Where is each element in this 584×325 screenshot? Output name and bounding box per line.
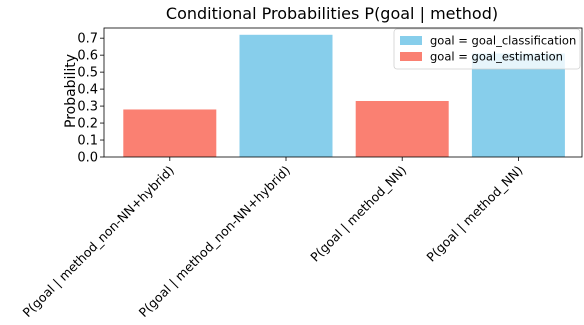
y-tick-label: 0.2 (77, 117, 98, 132)
y-tick-label: 0.5 (77, 66, 98, 81)
y-tick-label: 0.6 (77, 49, 98, 64)
x-ticks: P(goal | method_non-NN+hybrid)P(goal | m… (19, 157, 526, 320)
legend-swatch (400, 52, 422, 61)
y-tick-label: 0.7 (77, 32, 98, 47)
chart-title: Conditional Probabilities P(goal | metho… (166, 4, 498, 23)
x-tick-label: P(goal | method_NN) (307, 163, 409, 265)
y-tick-label: 0.4 (77, 83, 98, 98)
legend-box (393, 28, 581, 70)
bars-group (123, 34, 565, 157)
legend-label: goal = goal_estimation (430, 50, 563, 64)
y-tick-label: 0.1 (77, 134, 98, 149)
plot-frame (103, 27, 583, 158)
x-tick-label: P(goal | method_NN) (423, 163, 525, 265)
bar-1 (123, 109, 217, 157)
legend-label: goal = goal_classification (430, 34, 576, 48)
y-tick-label: 0.0 (77, 151, 98, 166)
bar-3 (355, 100, 449, 157)
legend-swatch (400, 36, 422, 45)
y-tick-label: 0.3 (77, 100, 98, 115)
y-ticks: 0.0 0.1 0.2 0.3 0.4 0.5 0.6 0.7 (77, 32, 104, 166)
bar-4 (471, 53, 565, 157)
bar-2 (239, 34, 333, 157)
y-axis-label: Probability (63, 54, 79, 128)
